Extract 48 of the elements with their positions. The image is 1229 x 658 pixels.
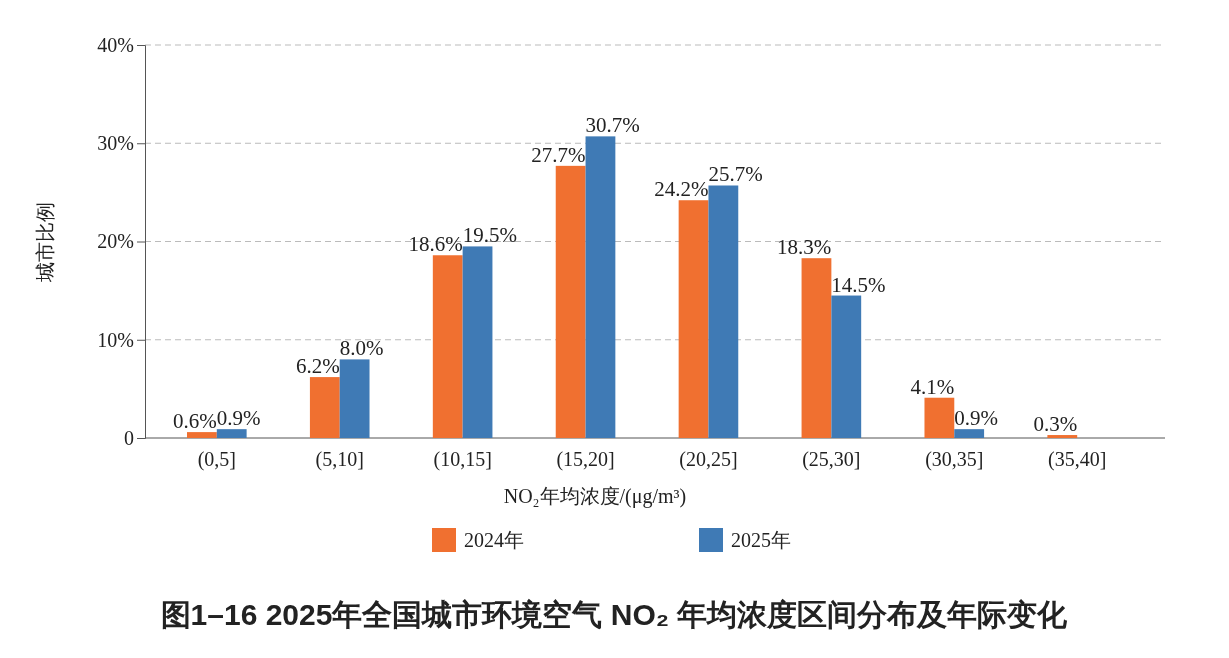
bar bbox=[187, 432, 217, 438]
data-label: 30.7% bbox=[585, 113, 640, 138]
legend-label: 2025年 bbox=[731, 529, 791, 551]
x-tick-label: (0,5] bbox=[197, 448, 236, 472]
data-label: 8.0% bbox=[339, 336, 384, 361]
x-tick-label: (15,20] bbox=[556, 448, 615, 472]
x-tick-label: (10,15] bbox=[433, 448, 492, 472]
bar bbox=[678, 200, 709, 438]
y-tick-label: 30% bbox=[97, 132, 134, 155]
bar bbox=[1047, 435, 1078, 438]
bar bbox=[216, 429, 247, 438]
bar bbox=[831, 295, 862, 438]
bar bbox=[708, 185, 739, 438]
y-tick-label: 0 bbox=[124, 426, 134, 449]
data-label: 14.5% bbox=[831, 272, 886, 297]
data-label: 0.9% bbox=[216, 406, 261, 431]
legend-label: 2024年 bbox=[464, 529, 524, 551]
bar bbox=[462, 246, 493, 438]
data-label: 25.7% bbox=[708, 162, 763, 187]
x-tick-label: (20,25] bbox=[679, 448, 738, 472]
data-label: 19.5% bbox=[462, 223, 517, 248]
bar bbox=[432, 255, 463, 438]
bar bbox=[585, 136, 616, 438]
text: 图1–16 2025年全国城市环境空气 NO₂ 年均浓度区间分布及年际变化 bbox=[160, 598, 1069, 631]
bar bbox=[555, 165, 586, 438]
bar bbox=[339, 359, 370, 438]
bar bbox=[954, 429, 985, 438]
x-tick-label: (30,35] bbox=[925, 448, 984, 472]
bar bbox=[924, 397, 955, 438]
y-tick-label: 20% bbox=[97, 230, 134, 253]
data-label: 27.7% bbox=[531, 142, 586, 167]
y-axis-title: 城市比例 bbox=[34, 201, 56, 283]
data-label: 0.6% bbox=[173, 409, 217, 434]
x-tick-label: (35,40] bbox=[1048, 448, 1107, 472]
y-tick-label: 40% bbox=[97, 33, 134, 56]
data-label: 18.6% bbox=[408, 232, 463, 257]
data-label: 6.2% bbox=[295, 354, 340, 379]
data-label: 0.3% bbox=[1033, 412, 1078, 437]
data-label: 24.2% bbox=[654, 177, 709, 202]
y-tick-label: 10% bbox=[97, 328, 134, 351]
x-axis-title: NO₂年均浓度/(μg/m³) bbox=[503, 485, 687, 508]
bar bbox=[309, 377, 340, 438]
x-tick-label: (5,10] bbox=[315, 448, 364, 472]
data-label: 18.3% bbox=[777, 235, 832, 260]
bar bbox=[801, 258, 832, 438]
data-label: 4.1% bbox=[910, 374, 955, 399]
x-tick-label: (25,30] bbox=[802, 448, 861, 472]
data-label: 0.9% bbox=[954, 406, 999, 431]
